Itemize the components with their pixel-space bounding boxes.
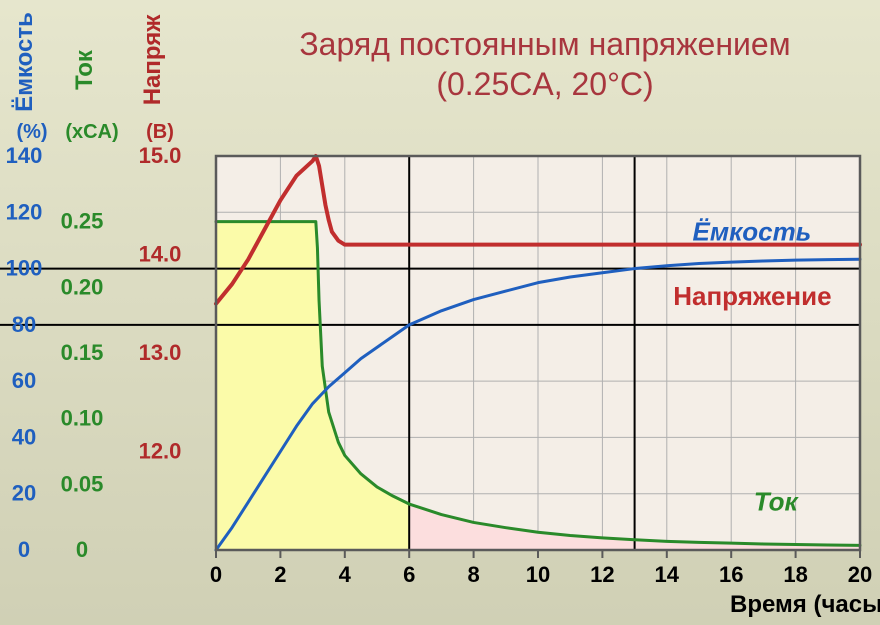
capacity-tick: 80 [12, 312, 36, 337]
capacity-tick: 0 [18, 537, 30, 562]
capacity-tick: 140 [6, 143, 43, 168]
axis-unit-current: (xCA) [65, 121, 118, 143]
axis-title-voltage: Напряж [139, 14, 166, 106]
x-tick-label: 18 [783, 562, 807, 587]
x-axis-title: Время (часы) [730, 591, 880, 618]
voltage-tick: 14.0 [139, 242, 182, 267]
chart-title-2: (0.25CA, 20°C) [436, 66, 653, 102]
voltage-tick: 13.0 [139, 340, 182, 365]
voltage-tick: 12.0 [139, 439, 182, 464]
axis-title-current: Ток [71, 49, 98, 90]
axis-unit-capacity: (%) [16, 121, 47, 143]
legend-voltage: Напряжение [673, 281, 831, 311]
x-tick-label: 4 [339, 562, 352, 587]
x-tick-label: 20 [848, 562, 872, 587]
chart-root: 0 2 4 6 8 10 12 14 16 18 20 Время (часы) 0 20 40 60 80 10… [0, 0, 880, 625]
x-tick-label: 6 [403, 562, 415, 587]
x-tick-label: 10 [526, 562, 550, 587]
capacity-tick: 120 [6, 199, 43, 224]
current-tick: 0.25 [61, 209, 104, 234]
x-tick-label: 12 [590, 562, 614, 587]
current-tick: 0 [76, 537, 88, 562]
x-tick-label: 0 [210, 562, 222, 587]
capacity-tick: 20 [12, 481, 36, 506]
legend-capacity: Ёмкость [693, 216, 812, 246]
chart-title-1: Заряд постоянным напряжением [299, 26, 790, 62]
capacity-tick: 60 [12, 368, 36, 393]
x-tick-label: 14 [655, 562, 680, 587]
current-tick: 0.20 [61, 274, 104, 299]
current-tick: 0.05 [61, 471, 104, 496]
chart-svg: 0 2 4 6 8 10 12 14 16 18 20 Время (часы) 0 20 40 60 80 10… [0, 0, 880, 625]
x-tick-label: 16 [719, 562, 743, 587]
current-tick: 0.15 [61, 340, 104, 365]
axis-unit-voltage: (В) [146, 121, 174, 143]
x-tick-label: 8 [467, 562, 479, 587]
capacity-tick: 100 [6, 256, 43, 281]
axis-title-capacity: Ёмкость [11, 12, 38, 112]
legend-current: Ток [754, 487, 800, 517]
capacity-tick: 40 [12, 424, 36, 449]
current-tick: 0.10 [61, 406, 104, 431]
voltage-tick: 15.0 [139, 143, 182, 168]
x-tick-label: 2 [274, 562, 286, 587]
